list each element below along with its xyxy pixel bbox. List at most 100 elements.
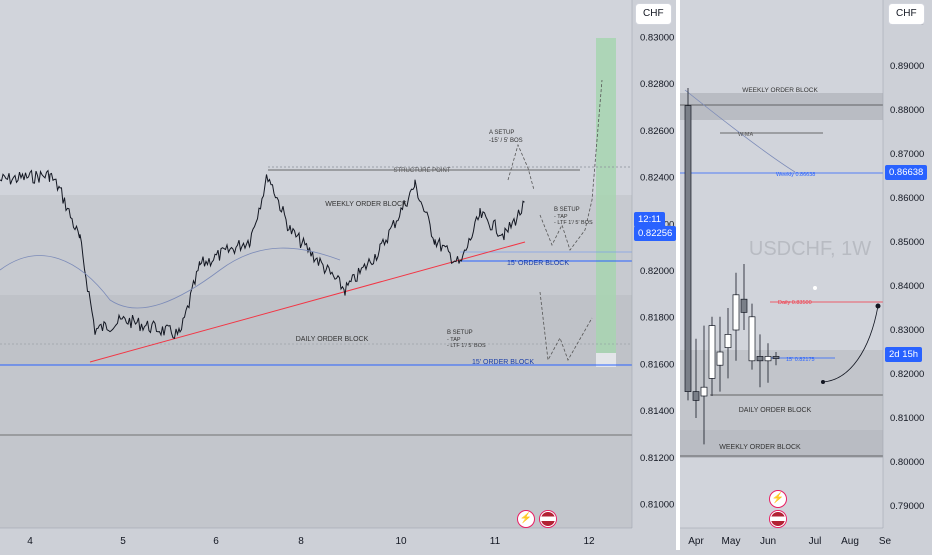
us-flag-icon-right[interactable] [770,511,786,527]
b-setup-upper-1: B SETUP [554,207,580,213]
bolt-icon-right[interactable]: ⚡ [769,490,787,508]
left-y-tick: 0.83000 [640,32,674,43]
us-flag-icon[interactable] [540,511,556,527]
right-x-tick: Jun [760,536,776,547]
price-series-line [0,169,525,339]
right-y-tick: 0.85000 [890,237,924,248]
right-x-tick: Aug [841,536,859,547]
candle-body [708,325,716,379]
b-setup-upper-3: - LTF 1'/ 5' BOS [554,220,593,226]
left-x-tick: 5 [120,536,126,547]
panel-divider[interactable] [676,0,680,550]
b-setup-lower-2: - TAP [447,337,461,343]
left-y-tick: 0.81800 [640,313,674,324]
right-countdown-tag: 2d 15h [885,347,923,362]
projection-start [821,380,825,384]
right-x-tick: Jul [809,536,822,547]
left-chart-svg[interactable]: STRUCTURE POINT WEEKLY ORDER BLOCK DAILY… [0,0,676,550]
left-x-tick: 6 [213,536,219,547]
weekly-ob-label: WEEKLY ORDER BLOCK [325,201,407,208]
weekly-ob-top-zone [680,93,883,120]
daily-ob-zone [0,295,632,365]
right-y-tick: 0.83000 [890,325,924,336]
a-setup-path [507,143,535,191]
right-y-tick: 0.86000 [890,193,924,204]
candle-body [732,294,740,331]
a-setup-line-2: -15' / 5' BOS [489,138,523,144]
candle-body [684,105,692,392]
right-y-tick: 0.80000 [890,457,924,468]
left-y-tick: 0.81200 [640,453,674,464]
daily-level-label: Daily 0.83500 [778,300,812,306]
candle-body [716,351,724,366]
ob15-level-label: 15' 0.82175 [786,357,815,363]
wma-label: W-MA [738,132,754,138]
daily-ob-label: DAILY ORDER BLOCK [296,336,369,343]
right-time-axis[interactable]: Apr May Jun Jul Aug Se [688,536,891,547]
left-price-axis[interactable]: 0.830000.828000.826000.824000.822000.820… [640,32,674,510]
left-chart-panel[interactable]: STRUCTURE POINT WEEKLY ORDER BLOCK DAILY… [0,0,677,550]
candle-body [692,391,700,401]
left-y-tick: 0.82600 [640,126,674,137]
right-y-tick: 0.79000 [890,501,924,512]
b-setup-path-upper [539,79,603,251]
candle-body [772,356,780,359]
ob15-upper-label: 15' ORDER BLOCK [507,260,569,267]
left-y-tick: 0.82000 [640,266,674,277]
candles [684,88,780,445]
lower-zone [0,365,632,528]
candle-body [748,316,756,362]
ob15-lower-label: 15' ORDER BLOCK [472,359,534,366]
a-setup-line-1: A SETUP [489,130,514,136]
left-y-tick: 0.81000 [640,500,674,511]
right-y-tick: 0.87000 [890,149,924,160]
left-x-tick: 10 [395,536,407,547]
weekly-ob-top-label: WEEKLY ORDER BLOCK [742,87,818,94]
right-x-tick: Se [879,536,892,547]
right-x-tick: May [722,536,741,547]
projection-curve [822,305,879,383]
right-y-tick: 0.89000 [890,61,924,72]
daily-ob-label-right: DAILY ORDER BLOCK [739,407,812,414]
b-setup-lower-1: B SETUP [447,330,473,336]
weekly-ob-bottom-label: WEEKLY ORDER BLOCK [719,444,801,451]
right-x-tick: Apr [688,536,704,547]
weekly-ob-zone [0,195,632,295]
left-x-tick: 8 [298,536,304,547]
left-last-price-tag: 0.82256 [634,226,677,241]
moving-average [0,247,341,309]
left-countdown-tag: 12:11 [634,212,666,227]
b-setup-path-lower [539,291,593,362]
stop-zone [596,353,616,367]
trendline-red [89,241,526,363]
left-currency-button[interactable]: CHF [636,4,671,24]
weekly-level-label: Weekly 0.86638 [776,172,815,178]
candle-body [724,334,732,348]
left-y-tick: 0.81600 [640,359,674,370]
b-setup-upper-2: - TAP [554,214,568,220]
left-y-tick: 0.81400 [640,406,674,417]
structure-point-label: STRUCTURE POINT [394,168,451,174]
right-chart-svg[interactable]: USDCHF, 1W WEEKLY ORDER BLOCK W-MA Weekl… [680,0,932,550]
right-y-tick: 0.82000 [890,369,924,380]
target-green-zone [596,38,616,358]
weekly-ob-bottom-zone [680,430,883,458]
ma-curve [684,89,796,173]
left-x-tick: 12 [583,536,595,547]
right-chart-panel[interactable]: USDCHF, 1W WEEKLY ORDER BLOCK W-MA Weekl… [680,0,932,550]
left-x-tick: 11 [490,536,501,547]
projection-end [875,303,881,309]
right-y-tick: 0.88000 [890,105,924,116]
left-y-tick: 0.82400 [640,173,674,184]
left-time-axis[interactable]: 4 5 6 8 10 11 12 [27,536,595,547]
right-weekly-price-tag: 0.86638 [885,165,928,180]
bolt-icon[interactable]: ⚡ [517,510,535,528]
left-y-tick: 0.82800 [640,79,674,90]
right-y-tick: 0.84000 [890,281,924,292]
candle-body [700,386,708,397]
b-setup-lower-3: - LTF 1'/ 5' BOS [447,343,486,349]
watermark: USDCHF, 1W [749,238,871,260]
candle-body [764,356,772,362]
right-currency-button[interactable]: CHF [889,4,924,24]
right-price-axis[interactable]: 0.900000.890000.880000.870000.860000.850… [890,17,924,512]
